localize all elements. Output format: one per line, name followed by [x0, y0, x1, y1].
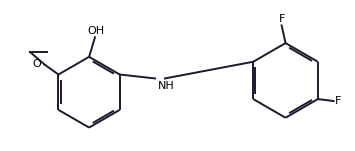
- Text: F: F: [278, 14, 285, 24]
- Text: O: O: [32, 59, 41, 69]
- Text: NH: NH: [158, 81, 175, 91]
- Text: F: F: [334, 96, 341, 106]
- Text: OH: OH: [87, 26, 104, 36]
